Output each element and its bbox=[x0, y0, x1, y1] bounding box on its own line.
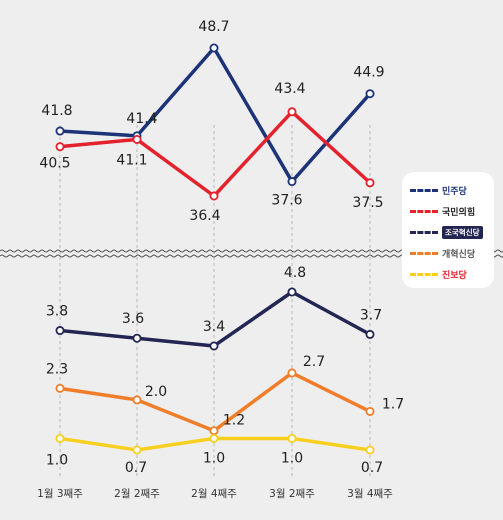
data-label: 37.6 bbox=[271, 193, 302, 209]
data-point bbox=[287, 107, 297, 117]
legend-label: 개혁신당 bbox=[442, 249, 476, 260]
data-label: 1.2 bbox=[223, 413, 245, 429]
legend-swatch bbox=[410, 188, 438, 192]
data-label: 4.8 bbox=[284, 265, 306, 281]
series-line-top-1 bbox=[58, 110, 372, 198]
data-label: 1.0 bbox=[203, 450, 225, 466]
data-point bbox=[209, 191, 219, 201]
data-point bbox=[55, 126, 65, 136]
x-tick-label: 1월 3째주 bbox=[37, 488, 83, 500]
data-point bbox=[209, 43, 219, 53]
data-point bbox=[55, 326, 65, 336]
data-label: 3.8 bbox=[46, 304, 68, 320]
data-point bbox=[132, 445, 142, 455]
data-label: 44.9 bbox=[353, 65, 384, 81]
data-point bbox=[55, 383, 65, 393]
legend-item: 진보당 bbox=[410, 266, 467, 282]
data-label: 1.0 bbox=[46, 452, 68, 468]
data-point bbox=[55, 433, 65, 443]
legend-item: 개혁신당 bbox=[410, 245, 475, 261]
data-point bbox=[287, 287, 297, 297]
series-line-bottom-1 bbox=[58, 371, 372, 433]
data-point bbox=[132, 395, 142, 405]
data-label: 1.7 bbox=[382, 396, 404, 412]
data-label: 40.5 bbox=[39, 156, 70, 172]
legend-label: 진보당 bbox=[442, 270, 467, 281]
legend-swatch bbox=[410, 251, 438, 255]
data-label: 2.7 bbox=[303, 354, 325, 370]
legend-label: 조국혁신당 bbox=[442, 225, 483, 239]
data-point bbox=[365, 445, 375, 455]
data-point bbox=[55, 142, 65, 152]
legend-label: 민주당 bbox=[442, 186, 467, 197]
data-label: 1.0 bbox=[281, 450, 303, 466]
data-label: 2.3 bbox=[46, 361, 68, 377]
data-point bbox=[287, 177, 297, 187]
data-label: 36.4 bbox=[189, 208, 220, 224]
data-point bbox=[365, 329, 375, 339]
data-label: 41.4 bbox=[126, 111, 157, 127]
data-label: 48.7 bbox=[198, 19, 229, 35]
data-label: 37.5 bbox=[352, 195, 383, 211]
data-point bbox=[132, 333, 142, 343]
data-label: 0.7 bbox=[361, 460, 383, 476]
data-point bbox=[132, 134, 142, 144]
data-label: 3.7 bbox=[360, 307, 382, 323]
data-point bbox=[209, 341, 219, 351]
legend-item: 민주당 bbox=[410, 182, 467, 198]
data-label: 41.1 bbox=[116, 152, 147, 168]
data-point bbox=[365, 178, 375, 188]
x-tick-label: 3월 2째주 bbox=[269, 488, 315, 500]
data-label: 2.0 bbox=[145, 384, 167, 400]
legend-swatch bbox=[410, 209, 438, 213]
legend-swatch bbox=[410, 230, 438, 234]
data-label: 43.4 bbox=[274, 81, 305, 97]
x-tick-label: 2월 2째주 bbox=[114, 488, 160, 500]
x-tick-label: 3월 4째주 bbox=[347, 488, 393, 500]
data-point bbox=[209, 433, 219, 443]
legend-item: 조국혁신당 bbox=[410, 224, 483, 240]
data-point bbox=[209, 426, 219, 436]
data-point bbox=[287, 433, 297, 443]
data-point bbox=[287, 368, 297, 378]
legend-label: 국민의힘 bbox=[442, 207, 476, 218]
data-label: 3.6 bbox=[122, 311, 144, 327]
data-label: 3.4 bbox=[203, 319, 225, 335]
data-label: 41.8 bbox=[41, 103, 72, 119]
x-tick-label: 2월 4째주 bbox=[191, 488, 237, 500]
data-label: 0.7 bbox=[125, 460, 147, 476]
data-point bbox=[365, 89, 375, 99]
data-point bbox=[365, 406, 375, 416]
legend-swatch bbox=[410, 272, 438, 276]
series-line-top-0 bbox=[58, 46, 372, 184]
legend-item: 국민의힘 bbox=[410, 203, 475, 219]
